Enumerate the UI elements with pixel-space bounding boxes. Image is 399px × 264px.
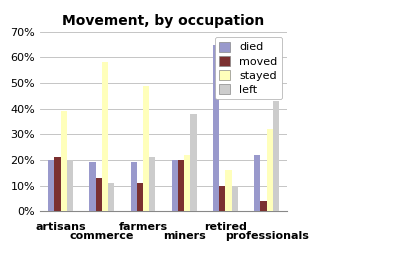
Text: professionals: professionals xyxy=(225,231,308,241)
Bar xyxy=(184,155,190,211)
Text: miners: miners xyxy=(163,231,205,241)
Bar xyxy=(190,114,197,211)
Bar xyxy=(172,160,178,211)
Bar xyxy=(48,160,54,211)
Text: farmers: farmers xyxy=(119,222,168,232)
Bar xyxy=(261,201,267,211)
Bar xyxy=(213,45,219,211)
Bar xyxy=(231,186,238,211)
Bar xyxy=(254,155,261,211)
Title: Movement, by occupation: Movement, by occupation xyxy=(63,14,265,28)
Bar xyxy=(143,86,149,211)
Bar xyxy=(89,162,96,211)
Bar xyxy=(219,186,225,211)
Bar xyxy=(225,170,231,211)
Bar xyxy=(267,129,273,211)
Bar xyxy=(54,157,61,211)
Legend: died, moved, stayed, left: died, moved, stayed, left xyxy=(215,37,282,99)
Bar xyxy=(95,178,102,211)
Bar xyxy=(67,160,73,211)
Text: commerce: commerce xyxy=(69,231,134,241)
Bar xyxy=(102,63,108,211)
Bar xyxy=(273,101,279,211)
Bar xyxy=(137,183,143,211)
Bar xyxy=(130,162,137,211)
Bar xyxy=(61,111,67,211)
Text: artisans: artisans xyxy=(35,222,86,232)
Bar xyxy=(178,160,184,211)
Text: retired: retired xyxy=(204,222,247,232)
Bar xyxy=(149,157,155,211)
Bar xyxy=(108,183,114,211)
